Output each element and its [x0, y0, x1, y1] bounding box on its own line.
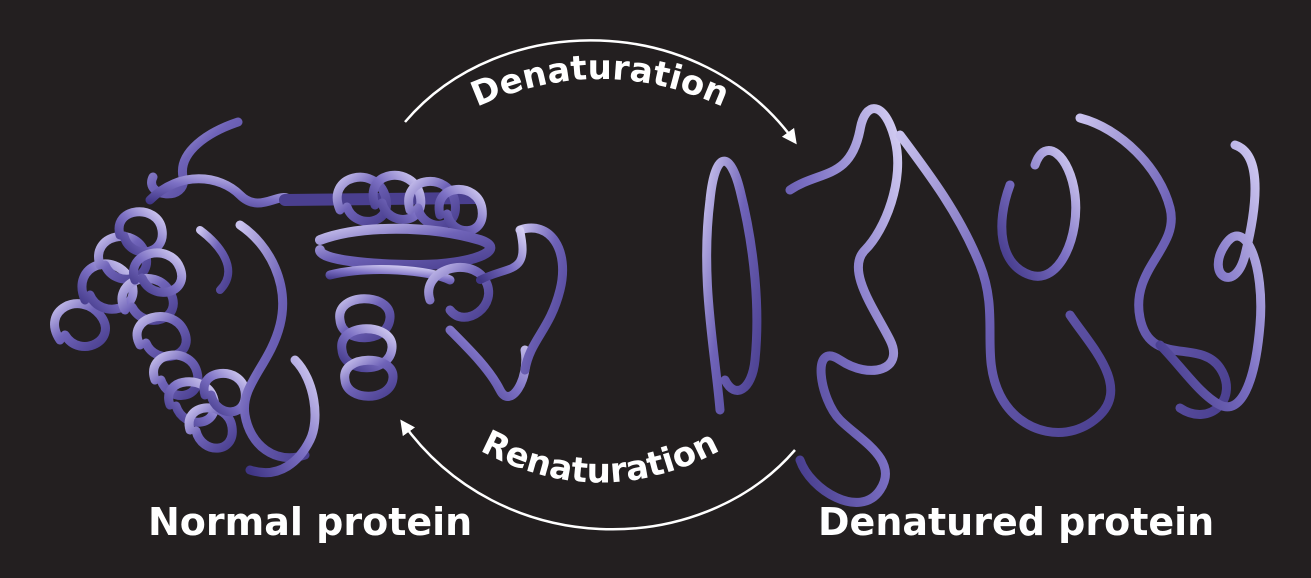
- renaturation-arrow: [400, 419, 796, 531]
- denatured-protein-caption: Denatured protein: [818, 500, 1215, 544]
- denatured-strand-5: [1075, 113, 1231, 419]
- denatured-protein-structure: [702, 104, 1266, 507]
- normal-protein-structure: [50, 117, 568, 478]
- denatured-strand-3: [895, 130, 1116, 437]
- helix-center: [315, 223, 496, 401]
- helix-left-bundle: [50, 207, 191, 362]
- helix-lower-left: [149, 350, 250, 453]
- protein-loops-left: [145, 117, 320, 478]
- denaturation-arrow: [404, 39, 797, 145]
- renaturation-label: Renaturation: [475, 423, 724, 492]
- denatured-strand-6: [1155, 140, 1266, 412]
- denaturation-label: Denaturation: [465, 48, 735, 115]
- normal-protein-caption: Normal protein: [148, 500, 473, 544]
- protein-loops-right: [424, 223, 568, 401]
- denatured-strand-1: [702, 156, 762, 415]
- denatured-strand-2: [785, 104, 903, 507]
- helix-top: [279, 170, 487, 236]
- denatured-strand-4: [997, 146, 1081, 281]
